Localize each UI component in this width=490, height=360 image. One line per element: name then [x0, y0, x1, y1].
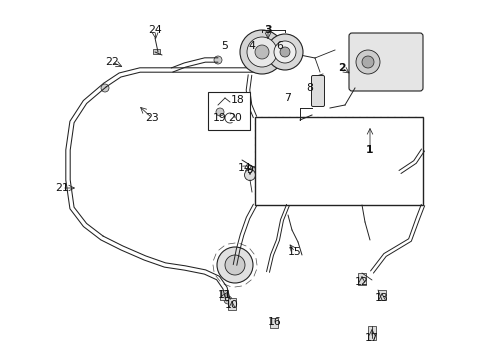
Circle shape [225, 255, 245, 275]
Circle shape [245, 170, 255, 180]
Circle shape [356, 50, 380, 74]
Circle shape [217, 247, 253, 283]
Circle shape [214, 56, 222, 64]
Text: 5: 5 [221, 41, 228, 51]
Bar [270, 318, 278, 328]
Text: 10: 10 [225, 300, 239, 310]
Text: 14: 14 [238, 163, 252, 173]
Text: 19: 19 [213, 113, 227, 123]
Text: 17: 17 [365, 333, 379, 343]
Text: 16: 16 [268, 317, 282, 327]
Text: 8: 8 [307, 83, 314, 93]
Text: 9: 9 [246, 165, 253, 175]
Text: 24: 24 [148, 25, 162, 35]
Text: 6: 6 [276, 41, 283, 51]
Bar [208, 92, 250, 130]
Bar [378, 290, 386, 300]
Circle shape [267, 34, 303, 70]
Bar [153, 49, 160, 54]
Bar [358, 273, 366, 285]
FancyBboxPatch shape [349, 33, 423, 91]
Text: 23: 23 [145, 113, 159, 123]
Text: 12: 12 [355, 277, 369, 287]
Text: 7: 7 [285, 93, 292, 103]
Circle shape [247, 37, 277, 67]
FancyBboxPatch shape [312, 76, 324, 107]
Circle shape [216, 108, 224, 116]
Circle shape [101, 84, 109, 92]
Circle shape [255, 45, 269, 59]
Text: 3: 3 [264, 25, 272, 35]
Circle shape [362, 56, 374, 68]
Bar [368, 326, 376, 340]
Text: 13: 13 [375, 293, 389, 303]
Circle shape [224, 296, 232, 304]
Text: 2: 2 [338, 63, 346, 73]
Text: 15: 15 [288, 247, 302, 257]
Bar [250, 166, 262, 172]
Text: 11: 11 [218, 290, 232, 300]
Circle shape [280, 47, 290, 57]
Bar [255, 117, 423, 205]
Text: 20: 20 [228, 113, 242, 123]
Text: 18: 18 [231, 95, 245, 105]
Text: 21: 21 [55, 183, 69, 193]
Text: 1: 1 [366, 145, 374, 155]
Text: 22: 22 [105, 57, 119, 67]
Bar [220, 290, 228, 300]
Text: 4: 4 [248, 41, 255, 51]
Bar [228, 298, 236, 310]
Circle shape [274, 41, 296, 63]
Circle shape [240, 30, 284, 74]
